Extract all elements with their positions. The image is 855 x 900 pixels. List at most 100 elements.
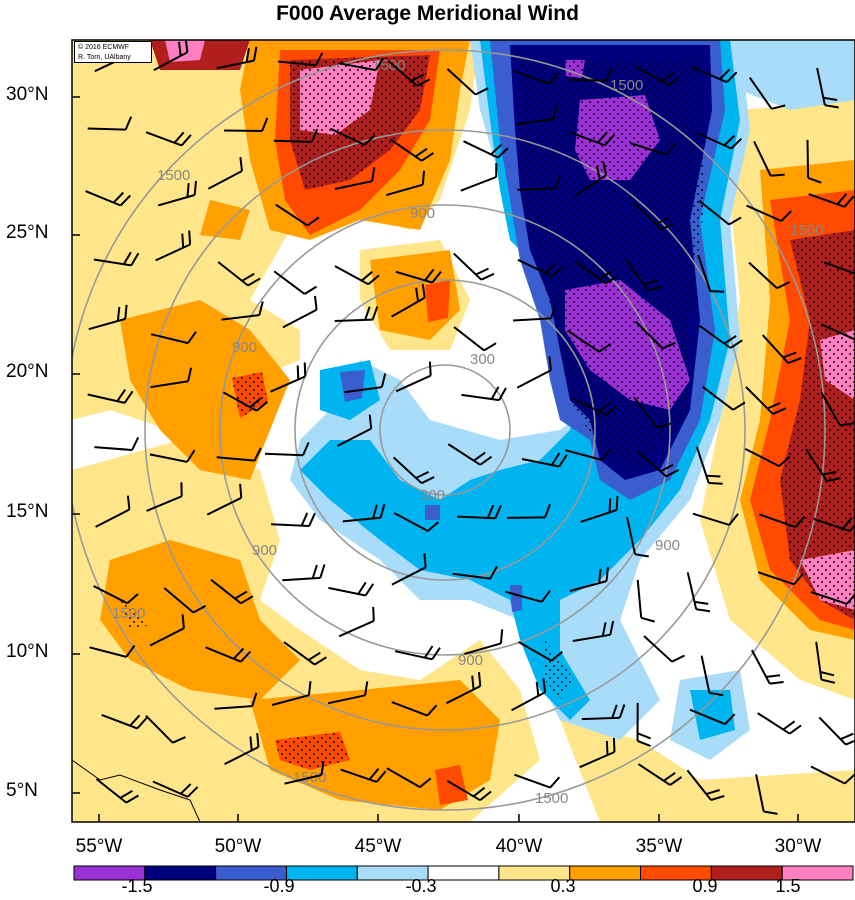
wind-barb-flag — [364, 134, 376, 146]
wind-barb-flag — [179, 783, 192, 795]
wind-barb-staff — [336, 427, 372, 447]
wind-barb-flag — [499, 629, 504, 644]
wind-barb-staff — [636, 579, 643, 618]
wind-barb-staff — [224, 746, 259, 765]
wind-barb-staff — [445, 685, 481, 705]
wind-barb-flag — [605, 67, 613, 81]
wind-barb-flag — [548, 72, 560, 85]
wind-barb-flag — [419, 777, 432, 788]
wind-barb-flag — [483, 342, 497, 352]
wind-barb-staff — [514, 773, 551, 789]
wind-barb-staff — [224, 129, 263, 132]
wind-barb-flag — [771, 104, 786, 110]
wind-barb-flag — [181, 614, 185, 629]
wind-barb-staff — [759, 513, 796, 529]
wind-barb-flag — [665, 469, 680, 478]
wind-barb-flag — [794, 515, 806, 528]
wind-barb-flag — [550, 651, 564, 662]
wind-barb-flag — [730, 137, 742, 150]
wind-barb-flag — [314, 295, 318, 310]
wind-barb-flag — [550, 452, 561, 466]
wind-barb-flag — [643, 279, 658, 286]
wind-barb-staff — [757, 712, 791, 735]
wind-barb-flag — [550, 304, 557, 319]
wind-barb-flag — [486, 504, 495, 519]
wind-barb-staff — [517, 187, 556, 191]
wind-barb-staff — [85, 190, 121, 207]
wind-barb-flag — [123, 390, 134, 404]
wind-barb-flag — [662, 341, 676, 350]
wind-barb-flag — [136, 717, 148, 730]
wind-barb-flag — [251, 692, 258, 707]
wind-barb-staff — [746, 204, 782, 222]
wind-barb-staff — [513, 317, 552, 322]
wind-barb-flag — [640, 616, 655, 623]
wind-barb-flag — [319, 564, 326, 579]
lon-label: 30°W — [774, 836, 822, 857]
contour-label: 1500 — [112, 605, 145, 622]
wind-barb-staff — [697, 254, 712, 292]
wind-barb-staff — [805, 448, 828, 482]
wind-barb-staff — [271, 694, 310, 706]
wind-barb-flag — [193, 180, 197, 196]
lon-label: 50°W — [214, 836, 262, 857]
wind-barb-staff — [149, 453, 188, 463]
wind-barb-staff — [461, 393, 500, 402]
wind-barb-flag — [663, 771, 676, 782]
wind-barb-staff — [761, 334, 789, 364]
wind-barb-staff — [163, 587, 194, 614]
wind-barb-flag — [706, 474, 721, 478]
wind-barb-staff — [810, 591, 848, 605]
wind-barb-staff — [808, 193, 845, 208]
lat-label: 15°N — [6, 501, 49, 522]
wind-barb-flag — [240, 650, 252, 663]
contour-label-group: 300 300 900 900 900 900 900 1500 1500 15… — [112, 57, 823, 807]
wind-barb-flag — [411, 73, 425, 82]
wind-barb-flag — [705, 789, 720, 796]
wind-barb-flag — [609, 620, 615, 636]
wind-barb-staff — [153, 51, 188, 71]
wind-barb-flag — [186, 183, 190, 198]
wind-barb-flag — [314, 656, 327, 666]
wind-barb-staff — [700, 655, 711, 694]
wind-barb-flag — [789, 724, 802, 735]
wind-barb-flag — [307, 651, 321, 661]
wind-barb-staff — [806, 139, 810, 178]
wind-barb-staff — [155, 243, 191, 262]
contour-label: 1500 — [610, 77, 643, 94]
wind-barb-flag — [124, 304, 128, 319]
wind-barb-flag — [766, 674, 781, 678]
wind-barb-flag — [303, 362, 307, 377]
wind-barb-flag — [116, 389, 127, 402]
credit-line-2: R. Torn, UAlbany — [78, 54, 131, 61]
wind-barb-staff — [150, 380, 189, 389]
wind-barb-flag — [129, 714, 141, 727]
wind-barb-staff — [282, 308, 318, 329]
wind-barb-flag — [125, 645, 136, 658]
wind-barb-staff — [625, 258, 649, 291]
wind-barb-flag — [416, 78, 431, 87]
wind-barb-flag — [367, 274, 380, 286]
wind-barb-flag — [696, 608, 711, 613]
wind-barb-staff — [581, 716, 620, 721]
wind-barb-flag — [125, 794, 139, 804]
wind-barb-flag — [770, 173, 785, 177]
wind-barb-flag — [598, 568, 602, 584]
wind-barb-flag — [595, 165, 601, 180]
wind-barb-staff — [217, 261, 249, 287]
wind-barb-staff — [386, 767, 421, 788]
wind-barb-staff — [101, 713, 138, 730]
wind-barb-staff — [689, 708, 726, 726]
wind-barb-staff — [327, 694, 366, 705]
wind-barb-staff — [149, 627, 185, 647]
wind-barb-flag — [473, 451, 486, 462]
wind-barb-staff — [273, 270, 306, 295]
wind-barb-staff — [395, 270, 433, 284]
wind-barb-staff — [386, 183, 424, 197]
wind-barb-flag — [778, 456, 791, 467]
wind-barb-staff — [210, 578, 242, 605]
wind-barb-flag — [415, 470, 430, 479]
wind-barb-flag — [379, 503, 386, 518]
wind-barb-flag — [188, 230, 192, 245]
wind-barb-staff — [463, 140, 499, 159]
